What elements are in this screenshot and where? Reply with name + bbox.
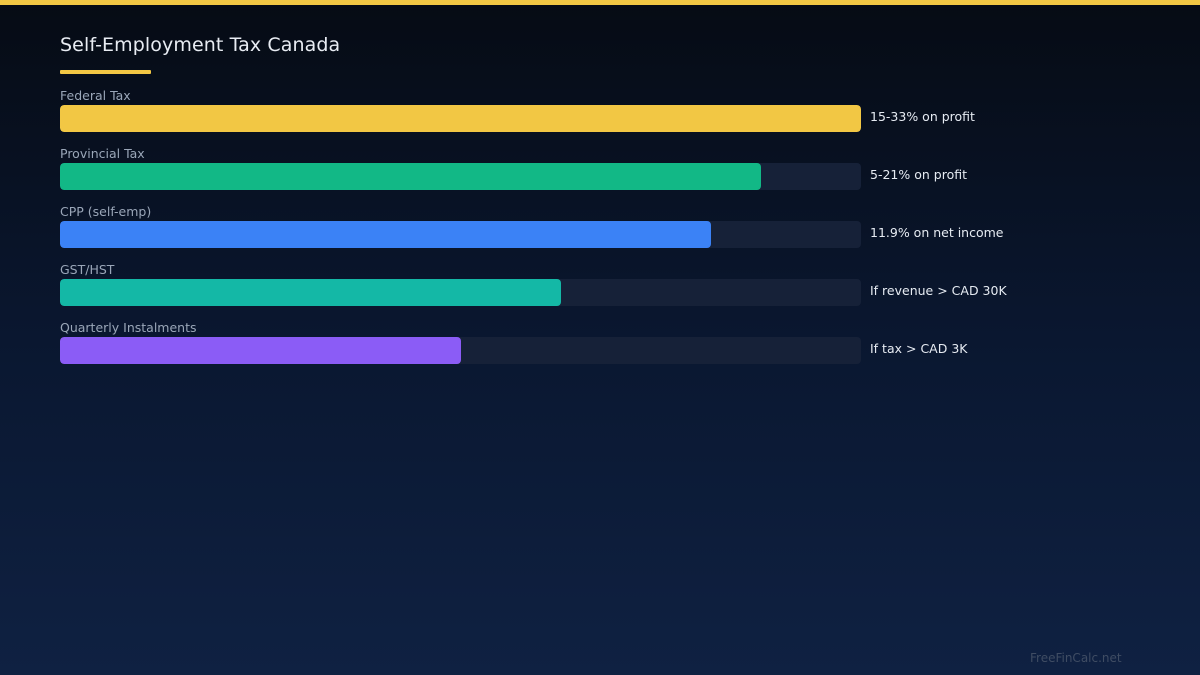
- bar-fill: [60, 163, 761, 190]
- bar-fill: [60, 221, 711, 248]
- bar-track: [60, 221, 861, 248]
- bar-row: GST/HST If revenue > CAD 30K: [60, 261, 1060, 319]
- bar-row: CPP (self-emp) 11.9% on net income: [60, 203, 1060, 261]
- bar-label: Federal Tax: [60, 88, 131, 103]
- bar-annotation: If revenue > CAD 30K: [870, 283, 1007, 298]
- bar-list: Federal Tax 15-33% on profit Provincial Ta…: [60, 87, 1060, 377]
- bar-track: [60, 337, 861, 364]
- bar-row: Provincial Tax 5-21% on profit: [60, 145, 1060, 203]
- bar-label: GST/HST: [60, 262, 115, 277]
- top-accent-strip: [0, 0, 1200, 5]
- bar-label: Provincial Tax: [60, 146, 145, 161]
- bar-track: [60, 163, 861, 190]
- bar-track: [60, 279, 861, 306]
- bar-annotation: If tax > CAD 3K: [870, 341, 968, 356]
- bar-label: Quarterly Instalments: [60, 320, 197, 335]
- bar-annotation: 11.9% on net income: [870, 225, 1004, 240]
- bar-row: Quarterly Instalments If tax > CAD 3K: [60, 319, 1060, 377]
- bar-track: [60, 105, 861, 132]
- bar-fill: [60, 337, 461, 364]
- watermark: FreeFinCalc.net: [1030, 651, 1122, 665]
- chart-title: Self-Employment Tax Canada: [60, 34, 341, 56]
- bar-annotation: 5-21% on profit: [870, 167, 967, 182]
- bar-annotation: 15-33% on profit: [870, 109, 975, 124]
- bar-label: CPP (self-emp): [60, 204, 152, 219]
- title-underline: [60, 70, 151, 74]
- bar-fill: [60, 105, 861, 132]
- bar-fill: [60, 279, 561, 306]
- bar-row: Federal Tax 15-33% on profit: [60, 87, 1060, 145]
